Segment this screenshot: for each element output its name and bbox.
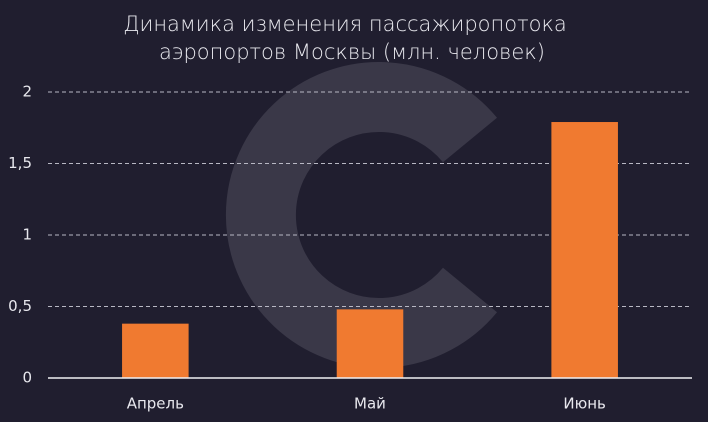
x-tick-label: Апрель bbox=[127, 395, 184, 413]
y-tick-label: 1 bbox=[22, 226, 32, 244]
y-tick-label: 0,5 bbox=[8, 297, 32, 315]
chart-title: Динамика изменения пассажиропотока bbox=[123, 12, 567, 36]
x-tick-label: Июнь bbox=[563, 395, 606, 413]
bar bbox=[122, 323, 189, 378]
x-tick-label: Май bbox=[354, 395, 386, 413]
y-tick-label: 2 bbox=[22, 83, 32, 101]
y-tick-label: 1,5 bbox=[8, 154, 32, 172]
bar bbox=[551, 122, 618, 378]
y-tick-label: 0 bbox=[22, 369, 32, 387]
bar bbox=[336, 309, 404, 378]
chart-title: аэропортов Москвы (млн. человек) bbox=[159, 40, 545, 64]
